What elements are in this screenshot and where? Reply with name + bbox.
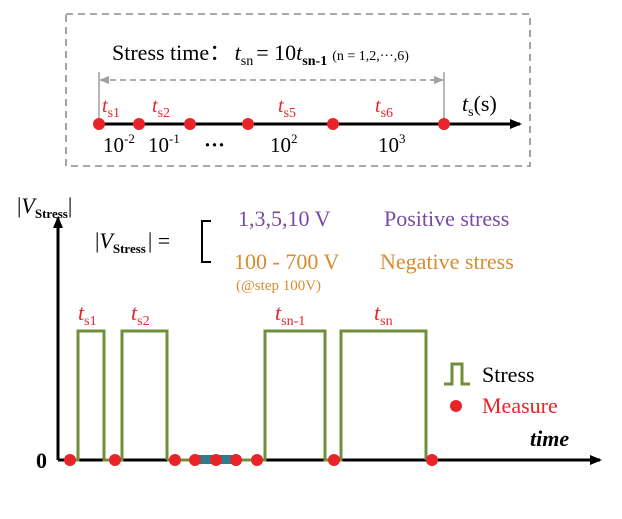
measure-dot bbox=[189, 454, 201, 466]
measure-dot-ts5 bbox=[327, 118, 339, 130]
negative-step: (@step 100V) bbox=[236, 278, 321, 294]
measure-dot bbox=[230, 454, 242, 466]
legend-stress-label: Stress bbox=[482, 362, 535, 387]
measure-dot bbox=[109, 454, 121, 466]
negative-label: Negative stress bbox=[380, 249, 514, 274]
negative-values: 100 - 700 V bbox=[234, 249, 339, 274]
pulse-label-ts2: ts2 bbox=[131, 300, 150, 329]
marker-label-ts5: ts5 bbox=[278, 95, 296, 121]
measure-dot bbox=[328, 454, 340, 466]
time-axis-label: ts(s) bbox=[462, 91, 497, 120]
measure-legend-icon bbox=[450, 400, 462, 412]
tick-label: 10-1 bbox=[148, 131, 180, 157]
positive-label: Positive stress bbox=[384, 206, 509, 231]
stress-pulse-early bbox=[75, 329, 169, 462]
stress-time-formula: Stress time： tsn = 10tsn-1 (n = 1,2,···,6) bbox=[112, 40, 409, 69]
tick-label: 102 bbox=[270, 131, 298, 157]
marker-label-ts2: ts2 bbox=[152, 95, 170, 121]
measure-dot bbox=[426, 454, 438, 466]
vstress-definition: |VStress| = bbox=[95, 228, 170, 256]
dashed-frame bbox=[65, 13, 531, 167]
tick-label-ellipsis: ··· bbox=[204, 133, 225, 157]
tick-label: 103 bbox=[378, 131, 406, 157]
positive-values: 1,3,5,10 V bbox=[238, 206, 331, 231]
measure-dot-ts1 bbox=[93, 118, 105, 130]
legend-measure-label: Measure bbox=[482, 393, 558, 418]
stress-waveform-plot: |VStress| 0 time |VStress| = 1,3,5,10 V … bbox=[17, 193, 602, 473]
pulse-label-tsn: tsn bbox=[374, 300, 393, 329]
measure-dot bbox=[251, 454, 263, 466]
measure-dot-ts6 bbox=[438, 118, 450, 130]
measure-dot-ts2 bbox=[133, 118, 145, 130]
measure-dot bbox=[210, 454, 222, 466]
legend: Stress Measure bbox=[444, 362, 558, 418]
measure-dot bbox=[64, 454, 76, 466]
measure-dot-ts3 bbox=[184, 118, 196, 130]
marker-label-ts6: ts6 bbox=[375, 95, 393, 121]
measure-dot-ts4 bbox=[242, 118, 254, 130]
zero-label: 0 bbox=[36, 448, 47, 473]
stress-legend-icon bbox=[444, 362, 470, 386]
stress-pulse-late bbox=[262, 329, 428, 462]
pulse-label-tsn-1: tsn-1 bbox=[275, 300, 305, 329]
pulse-label-ts1: ts1 bbox=[78, 300, 97, 329]
tick-label: 10-2 bbox=[103, 131, 135, 157]
measure-dot bbox=[169, 454, 181, 466]
stress-time-box: Stress time： tsn = 10tsn-1 (n = 1,2,···,6)… bbox=[65, 13, 531, 167]
marker-label-ts1: ts1 bbox=[102, 95, 120, 121]
y-axis-label: |VStress| bbox=[17, 193, 72, 221]
x-axis-label: time bbox=[530, 426, 569, 451]
bracket bbox=[201, 220, 211, 263]
